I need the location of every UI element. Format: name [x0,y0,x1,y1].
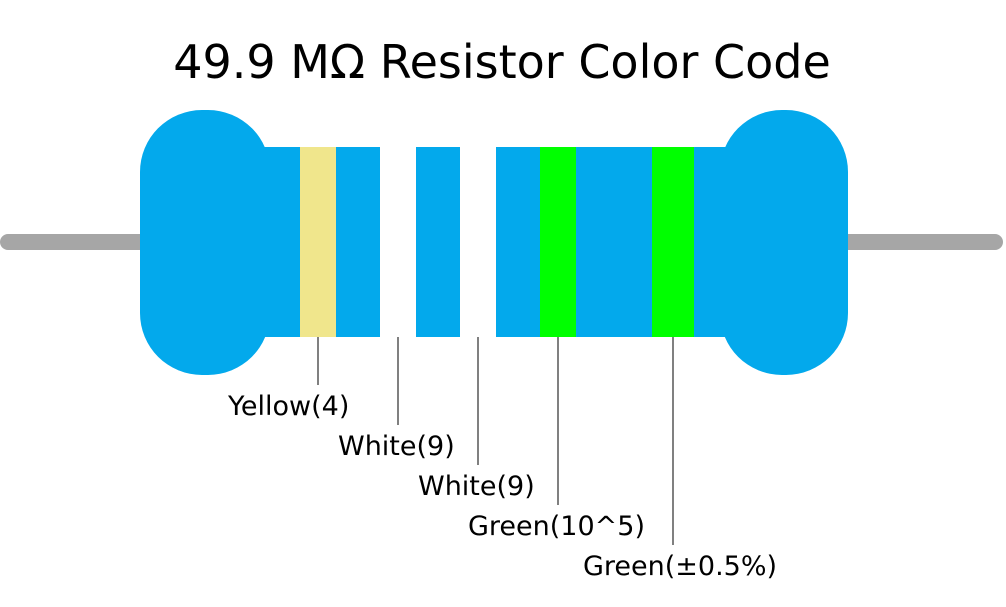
band-label: Green(±0.5%) [583,551,777,582]
band-label: White(9) [338,431,455,462]
color-band [652,147,694,337]
resistor-end [140,110,270,375]
title: 49.9 MΩ Resistor Color Code [173,35,831,89]
color-band [300,147,336,337]
resistor-end [720,110,848,375]
color-band [380,147,416,337]
color-band [460,147,496,337]
band-label: White(9) [418,471,535,502]
color-band [540,147,576,337]
band-label: Yellow(4) [227,391,349,422]
band-label: Green(10^5) [468,511,645,542]
